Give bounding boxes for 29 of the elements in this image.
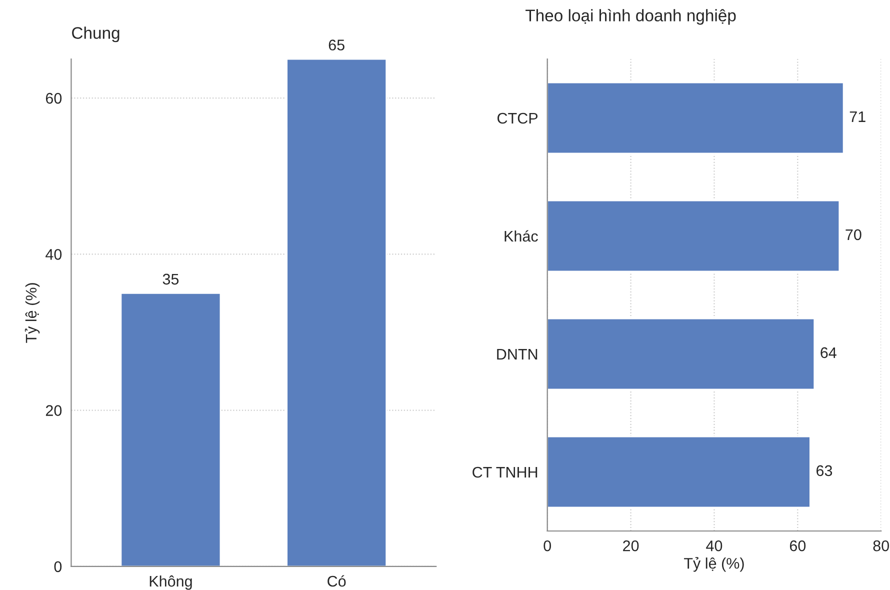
chart-title: Chung [72, 26, 120, 42]
bar [547, 436, 811, 508]
data-label: 64 [820, 347, 836, 358]
x-axis-title: Tỷ lệ (%) [684, 557, 744, 572]
y-tick-label: Khác [504, 230, 538, 242]
data-label: 70 [846, 229, 862, 240]
data-label: 71 [850, 111, 866, 122]
y-tick-label: CTCP [498, 112, 538, 124]
data-label: 63 [816, 465, 832, 476]
data-label: 35 [162, 274, 179, 285]
y-tick-label: 0 [54, 561, 62, 572]
bar [547, 318, 816, 390]
x-tick-label: Không [150, 575, 192, 590]
y-tick-label: CT TNHH [472, 466, 538, 478]
bar [547, 82, 844, 154]
x-tick-label: Có [328, 575, 346, 587]
y-tick-label: 60 [46, 92, 62, 104]
y-tick-label: 40 [46, 249, 62, 260]
y-tick-label: 20 [46, 405, 62, 416]
bar [547, 200, 840, 272]
x-tick-label: 20 [623, 540, 639, 552]
x-tick-label: 40 [706, 540, 722, 552]
x-tick-label: 0 [544, 540, 551, 552]
x-tick-label: 60 [790, 540, 806, 552]
data-label: 65 [328, 40, 344, 50]
y-tick-label: DNTN [497, 349, 538, 360]
chart-title: Theo loại hình doanh nghiệp [526, 8, 736, 25]
x-tick-label: 80 [873, 540, 889, 552]
y-axis-title: Tỷ lệ (%) [24, 283, 40, 343]
